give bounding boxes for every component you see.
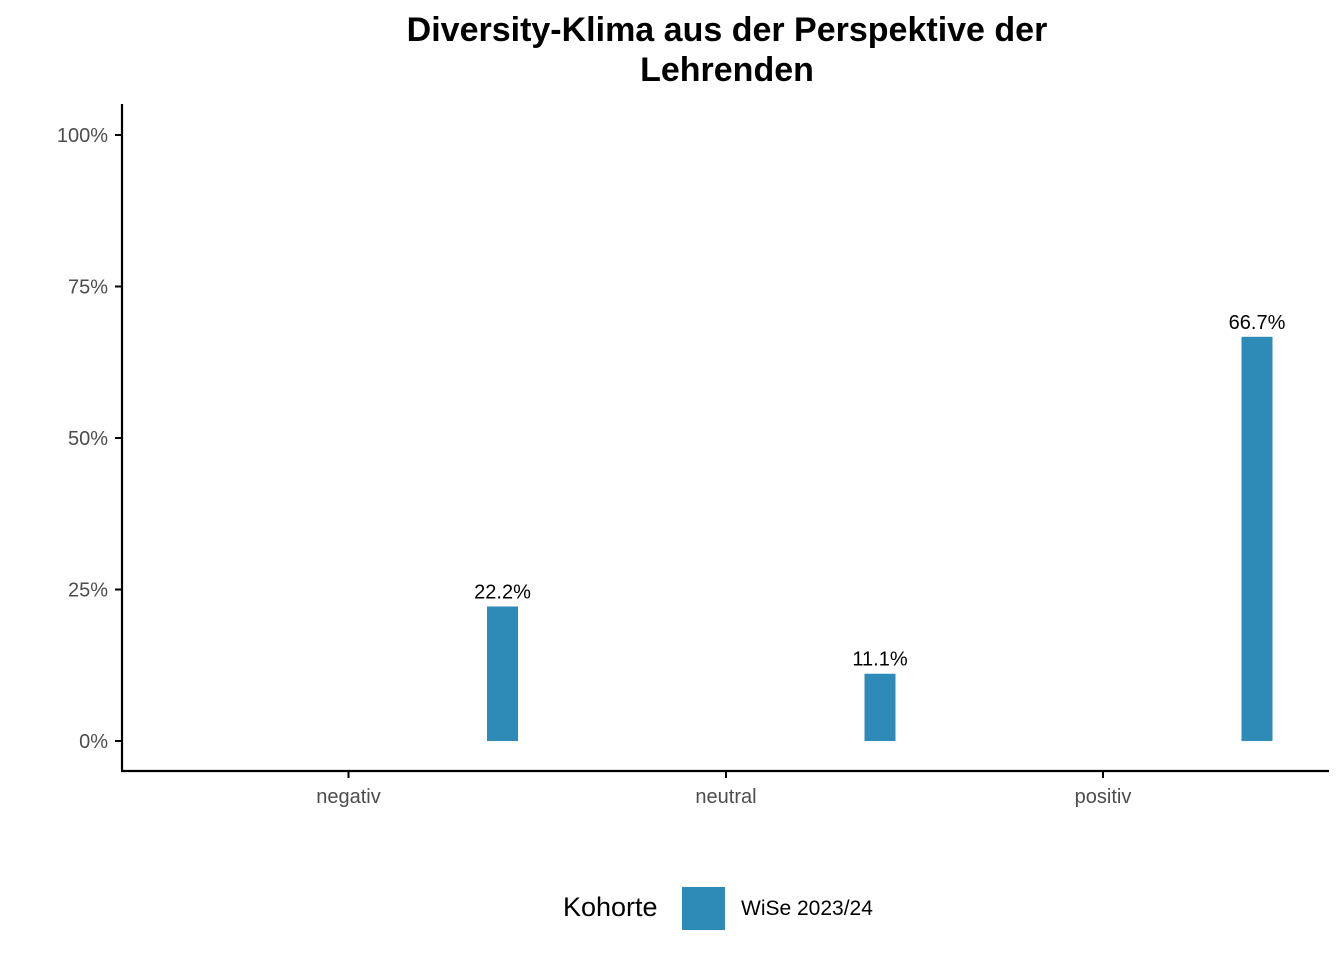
bar-chart: 0% 25% 50% 75% 100% negativ neutral positiv 22… [57,104,1329,808]
y-tick-label: 50% [68,428,108,450]
legend-swatch [682,887,725,930]
y-tick-label: 25% [68,580,108,602]
chart-title-line-2: Lehrenden [640,51,814,89]
bar [864,673,896,741]
y-axis: 0% 25% 50% 75% 100% [57,125,122,753]
x-tick-label: negativ [316,786,381,808]
bar-value-label: 22.2% [474,581,531,603]
y-tick-label: 100% [57,125,108,147]
bar-labels-group: 22.2% 11.1% 66.7% [474,312,1285,671]
y-tick-label: 0% [79,731,108,753]
legend: Kohorte WiSe 2023/24 [0,884,1344,930]
bar-value-label: 11.1% [852,649,907,671]
legend-label: WiSe 2023/24 [741,897,873,920]
bar [487,606,518,741]
y-tick-label: 75% [68,277,108,299]
x-tick-label: positiv [1075,786,1132,808]
x-axis: negativ neutral positiv [316,771,1131,808]
bars-group [487,336,1273,741]
bar [1241,336,1273,741]
x-tick-label: neutral [695,786,756,808]
bar-value-label: 66.7% [1229,312,1286,334]
chart-title: Diversity-Klima aus der Perspektive der … [0,10,1344,90]
chart-title-line-1: Diversity-Klima aus der Perspektive der [406,11,1048,49]
legend-title: Kohorte [563,892,658,922]
